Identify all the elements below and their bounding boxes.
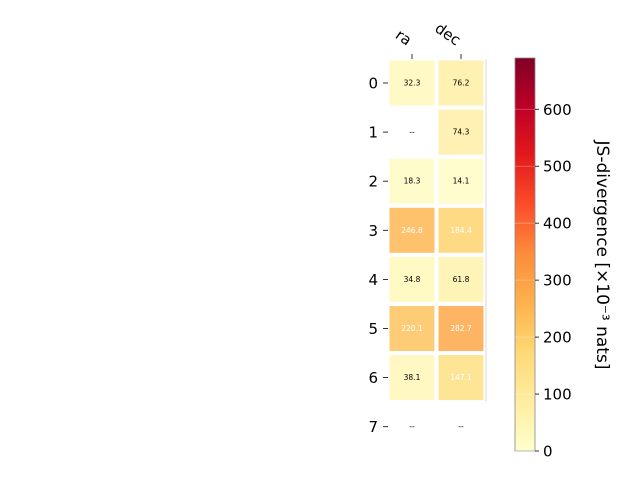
column-tick-label: ra <box>392 26 415 50</box>
cell-value-label: 38.1 <box>404 373 421 382</box>
cell-value-label: 18.3 <box>404 177 421 186</box>
heatmap-cell <box>438 256 484 302</box>
heatmap-cell <box>389 158 435 204</box>
heatmap-cells: 32.3 76.2 -- 74.3 18.3 14.1 246.8 184.4 34.8 61.8… <box>389 60 484 431</box>
heatmap-axes: 0 1 2 3 4 5 6 7 ra dec <box>368 19 487 436</box>
heatmap-cell <box>389 207 435 253</box>
row-tick-label: 0 <box>368 75 378 93</box>
cell-value-label: -- <box>409 422 415 431</box>
cell-value-label: 220.1 <box>401 324 423 333</box>
colorbar-tick-label: 500 <box>543 158 572 176</box>
cell-value-label: 147.1 <box>450 373 472 382</box>
heatmap-cell <box>438 60 484 106</box>
cell-value-label: 74.3 <box>453 128 470 137</box>
cell-value-label: 76.2 <box>453 79 470 88</box>
colorbar-title: JS-divergence [×10⁻³ nats] <box>592 140 612 370</box>
cell-value-label: 61.8 <box>453 275 470 284</box>
colorbar-tick-label: 200 <box>543 329 572 347</box>
colorbar-tick-label: 100 <box>543 386 572 404</box>
heatmap-cell <box>389 306 435 351</box>
colorbar-tick-label: 300 <box>543 272 572 290</box>
row-tick-label: 4 <box>368 271 378 289</box>
cell-value-label: -- <box>458 422 464 431</box>
heatmap-cell <box>389 256 435 302</box>
heatmap-cell <box>438 207 484 253</box>
cell-value-label: 246.8 <box>401 226 423 235</box>
colorbar-tick-label: 600 <box>543 101 572 119</box>
row-tick-label: 5 <box>368 320 378 338</box>
row-tick-label: 6 <box>368 369 378 387</box>
cell-value-label: 282.7 <box>450 324 472 333</box>
heatmap-cell <box>438 306 484 351</box>
colorbar: 0 100 200 300 400 500 600 JS-divergence [×10⁻³ … <box>514 57 612 461</box>
colorbar-tick-label: 0 <box>543 443 553 461</box>
heatmap-cell <box>389 355 435 401</box>
row-tick-label: 7 <box>368 418 378 436</box>
column-tick-label: dec <box>432 19 464 49</box>
heatmap-cell <box>438 109 484 155</box>
row-tick-label: 2 <box>368 173 378 191</box>
row-tick-label: 3 <box>368 222 378 240</box>
heatmap-cell <box>389 60 435 106</box>
cell-value-label: 32.3 <box>404 79 421 88</box>
row-tick-label: 1 <box>368 124 378 142</box>
cell-value-label: 14.1 <box>453 177 470 186</box>
cell-value-label: -- <box>409 128 415 137</box>
cell-value-label: 34.8 <box>404 275 421 284</box>
heatmap-cell <box>438 158 484 204</box>
colorbar-gradient <box>514 57 536 452</box>
cell-value-label: 184.4 <box>450 226 472 235</box>
heatmap-cell <box>438 355 484 401</box>
colorbar-tick-label: 400 <box>543 215 572 233</box>
